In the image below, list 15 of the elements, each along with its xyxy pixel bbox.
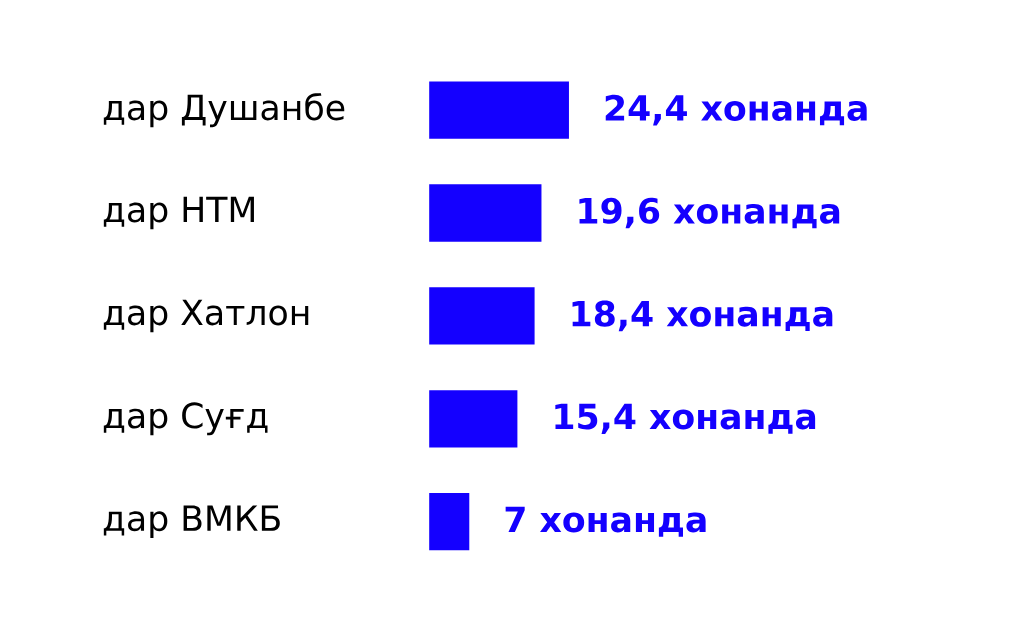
bar [429,492,470,551]
data-label: 7 хонанда [505,506,706,537]
bar [429,81,569,139]
bar [429,389,518,448]
data-label: 18,4 хонанда [572,300,833,332]
data-label: 24,4 хонанда [605,94,867,126]
bar [429,287,535,345]
y-tick-label: дар Душанбе [103,92,345,127]
data-label: 15,4 хонанда [555,403,816,434]
y-tick-label: дар НТМ [103,196,254,230]
bar [429,184,542,242]
data-label: 19,6 хонанда [579,197,840,229]
y-tick-label: дар ВМКБ [103,505,280,538]
y-tick-label: дар Хатлон [103,299,309,332]
y-tick-label: дар Суғд [103,402,268,436]
